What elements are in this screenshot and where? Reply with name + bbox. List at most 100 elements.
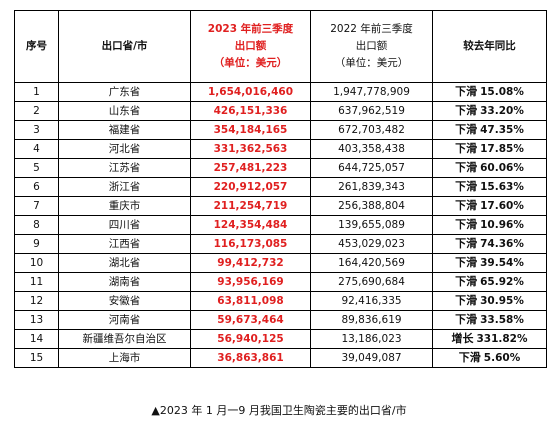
- row-compare-percent: 15.63%: [480, 181, 524, 193]
- row-province: 河南省: [58, 310, 191, 330]
- row-index: 11: [14, 272, 59, 292]
- row-province: 江西省: [58, 234, 191, 254]
- row-2023-value: 93,956,169: [190, 272, 311, 292]
- row-2022-value: 261,839,343: [310, 177, 433, 197]
- row-index: 1: [14, 82, 59, 102]
- row-2022-value: 39,049,087: [310, 348, 433, 368]
- row-compare-direction: 下滑: [458, 351, 481, 364]
- table-row: 7 重庆市 211,254,719 256,388,804 下滑 17.60%: [14, 196, 547, 216]
- row-compare-direction: 下滑: [455, 275, 478, 288]
- header-2022: 2022 年前三季度 出口额 （单位：美元）: [310, 10, 433, 83]
- row-compare-percent: 10.96%: [480, 219, 524, 231]
- row-compare-direction: 下滑: [455, 199, 478, 212]
- row-compare: 下滑 17.60%: [432, 196, 547, 216]
- row-compare-direction: 增长: [451, 332, 474, 345]
- row-2022-value: 139,655,089: [310, 215, 433, 235]
- header-index: 序号: [14, 10, 59, 83]
- row-2022-value: 13,186,023: [310, 329, 433, 349]
- row-province: 湖北省: [58, 253, 191, 273]
- row-2023-value: 331,362,563: [190, 139, 311, 159]
- row-index: 6: [14, 177, 59, 197]
- header-2023-line3: （单位：美元）: [213, 57, 288, 69]
- row-2023-value: 211,254,719: [190, 196, 311, 216]
- row-compare: 下滑 39.54%: [432, 253, 547, 273]
- row-2023-value: 124,354,484: [190, 215, 311, 235]
- row-index: 2: [14, 101, 59, 121]
- row-compare: 下滑 15.63%: [432, 177, 547, 197]
- row-2022-value: 89,836,619: [310, 310, 433, 330]
- row-2022-value: 92,416,335: [310, 291, 433, 311]
- row-compare-percent: 33.20%: [480, 105, 524, 117]
- table-caption: ▲2023 年 1 月一9 月我国卫生陶瓷主要的出口省/市: [151, 404, 407, 417]
- row-compare: 下滑 47.35%: [432, 120, 547, 140]
- row-compare-direction: 下滑: [455, 294, 478, 307]
- table-row: 12 安徽省 63,811,098 92,416,335 下滑 30.95%: [14, 291, 547, 311]
- row-index: 13: [14, 310, 59, 330]
- row-index: 14: [14, 329, 59, 349]
- row-2022-value: 453,029,023: [310, 234, 433, 254]
- row-2023-value: 220,912,057: [190, 177, 311, 197]
- row-index: 15: [14, 348, 59, 368]
- row-compare-direction: 下滑: [455, 123, 478, 136]
- row-province: 重庆市: [58, 196, 191, 216]
- row-2022-value: 672,703,482: [310, 120, 433, 140]
- row-index: 5: [14, 158, 59, 178]
- row-index: 8: [14, 215, 59, 235]
- row-compare-direction: 下滑: [455, 237, 478, 250]
- row-2023-value: 59,673,464: [190, 310, 311, 330]
- row-province: 新疆维吾尔自治区: [58, 329, 191, 349]
- row-2023-value: 1,654,016,460: [190, 82, 311, 102]
- table-row: 1 广东省 1,654,016,460 1,947,778,909 下滑 15.08%: [14, 82, 547, 102]
- row-compare-percent: 65.92%: [480, 276, 524, 288]
- row-2022-value: 256,388,804: [310, 196, 433, 216]
- row-2023-value: 99,412,732: [190, 253, 311, 273]
- row-compare: 下滑 33.20%: [432, 101, 547, 121]
- header-province: 出口省/市: [58, 10, 191, 83]
- row-compare-direction: 下滑: [455, 85, 478, 98]
- row-compare: 下滑 10.96%: [432, 215, 547, 235]
- row-compare-direction: 下滑: [455, 218, 478, 231]
- row-province: 河北省: [58, 139, 191, 159]
- table-row: 10 湖北省 99,412,732 164,420,569 下滑 39.54%: [14, 253, 547, 273]
- export-table: 序号 出口省/市 2023 年前三季度 出口额 （单位：美元） 2022 年前三…: [14, 10, 547, 368]
- row-compare-percent: 39.54%: [480, 257, 524, 269]
- row-2022-value: 403,358,438: [310, 139, 433, 159]
- row-compare: 下滑 15.08%: [432, 82, 547, 102]
- row-province: 山东省: [58, 101, 191, 121]
- row-compare: 下滑 33.58%: [432, 310, 547, 330]
- header-2022-line1: 2022 年前三季度: [330, 23, 413, 35]
- row-province: 上海市: [58, 348, 191, 368]
- table-row: 14 新疆维吾尔自治区 56,940,125 13,186,023 增长 331.82%: [14, 329, 547, 349]
- row-2023-value: 36,863,861: [190, 348, 311, 368]
- row-index: 7: [14, 196, 59, 216]
- row-2022-value: 1,947,778,909: [310, 82, 433, 102]
- header-2022-line3: （单位：美元）: [334, 57, 409, 69]
- row-compare-percent: 60.06%: [480, 162, 524, 174]
- row-2023-value: 63,811,098: [190, 291, 311, 311]
- table-row: 15 上海市 36,863,861 39,049,087 下滑 5.60%: [14, 348, 547, 368]
- table-row: 4 河北省 331,362,563 403,358,438 下滑 17.85%: [14, 139, 547, 159]
- header-2022-line2: 出口额: [355, 40, 388, 52]
- row-province: 浙江省: [58, 177, 191, 197]
- row-compare-direction: 下滑: [455, 180, 478, 193]
- row-compare: 下滑 60.06%: [432, 158, 547, 178]
- row-compare: 下滑 30.95%: [432, 291, 547, 311]
- header-row: 序号 出口省/市 2023 年前三季度 出口额 （单位：美元） 2022 年前三…: [14, 10, 547, 83]
- row-compare-percent: 17.60%: [480, 200, 524, 212]
- table-body: 1 广东省 1,654,016,460 1,947,778,909 下滑 15.08% 2 山…: [14, 82, 547, 368]
- row-province: 江苏省: [58, 158, 191, 178]
- row-index: 3: [14, 120, 59, 140]
- row-compare-direction: 下滑: [455, 313, 478, 326]
- table-row: 13 河南省 59,673,464 89,836,619 下滑 33.58%: [14, 310, 547, 330]
- row-compare-direction: 下滑: [455, 104, 478, 117]
- row-compare: 下滑 5.60%: [432, 348, 547, 368]
- row-compare: 下滑 65.92%: [432, 272, 547, 292]
- row-compare: 下滑 17.85%: [432, 139, 547, 159]
- row-compare-percent: 5.60%: [483, 352, 521, 364]
- row-province: 福建省: [58, 120, 191, 140]
- row-2022-value: 164,420,569: [310, 253, 433, 273]
- header-2023-line2: 出口额: [234, 40, 267, 52]
- row-index: 9: [14, 234, 59, 254]
- row-compare: 增长 331.82%: [432, 329, 547, 349]
- header-compare: 较去年同比: [432, 10, 547, 83]
